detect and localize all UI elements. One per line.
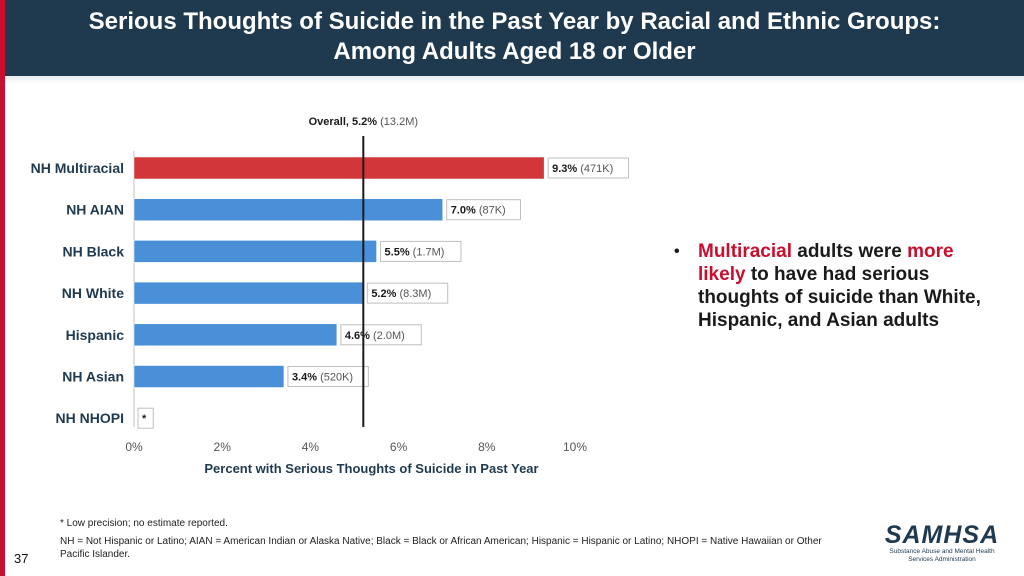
data-label-box: [137, 407, 154, 429]
x-tick-label: 2%: [214, 440, 232, 454]
footnote-precision: * Low precision; no estimate reported.: [60, 518, 228, 529]
samhsa-logo: SAMHSA Substance Abuse and Mental Health…: [880, 522, 1004, 564]
category-label: NH Black: [63, 243, 125, 259]
x-tick-label: 8%: [478, 440, 496, 454]
bar: [133, 323, 338, 347]
category-label: NH Asian: [62, 369, 124, 385]
data-label: 7.0% (87K): [451, 205, 506, 217]
key-finding-text-4: to have had serious thoughts of suicide …: [698, 264, 981, 331]
bar: [133, 198, 443, 221]
x-tick-label: 10%: [563, 440, 587, 454]
slide-title-line-2: Among Adults Aged 18 or Older: [333, 38, 696, 65]
data-label: 4.6% (2.0M): [345, 330, 405, 342]
x-tick-label: 6%: [390, 440, 408, 454]
key-finding-highlight-2: more likely: [698, 241, 954, 285]
data-label: *: [142, 413, 147, 425]
data-label: 5.5% (1.7M): [385, 246, 445, 258]
bar: [133, 365, 285, 388]
logo-subtitle-line-1: Substance Abuse and Mental Health: [889, 548, 995, 555]
data-label-box: [340, 324, 422, 346]
bullet-dot-icon: •: [674, 243, 680, 260]
page-number: 37: [14, 551, 29, 566]
data-label: 3.4% (520K): [292, 372, 353, 384]
data-label-box: [547, 157, 630, 179]
logo-wordmark: SAMHSA: [884, 521, 1000, 549]
header-divider: [5, 76, 1024, 84]
category-label: NH White: [62, 285, 124, 301]
data-label-box: [287, 366, 369, 387]
data-label-box: [366, 282, 449, 304]
left-accent-bar: [0, 0, 5, 576]
category-label: NH Multiracial: [31, 160, 124, 176]
bar: [133, 240, 377, 263]
data-label-box: [446, 199, 522, 221]
data-label: 9.3% (471K): [552, 163, 613, 175]
logo-subtitle-line-2: Services Administration: [908, 556, 976, 563]
bar: [133, 156, 545, 180]
key-finding-text-2: adults were: [791, 241, 908, 262]
footnote-abbreviations: NH = Not Hispanic or Latino; AIAN = Amer…: [60, 536, 822, 560]
overall-reference-label: Overall, 5.2% (13.2M): [309, 116, 418, 128]
slide-title-line-1: Serious Thoughts of Suicide in the Past …: [88, 8, 941, 35]
data-label-box: [380, 240, 462, 262]
category-label: NH NHOPI: [56, 410, 124, 426]
category-label: NH AIAN: [66, 202, 124, 218]
x-axis-title: Percent with Serious Thoughts of Suicide…: [204, 461, 538, 476]
bar-chart: NH Multiracial 9.3% (471K) NH AIAN 7.0% (87…: [31, 116, 630, 476]
x-tick-label: 0%: [125, 440, 143, 454]
key-finding-bullet: • Multiracial adults were more likely to…: [674, 240, 994, 332]
bar: [133, 281, 364, 305]
category-label: Hispanic: [66, 327, 125, 343]
key-finding-highlight-1: Multiracial: [698, 241, 792, 262]
key-finding-text: Multiracial adults were more likely to h…: [698, 240, 994, 332]
data-label: 5.2% (8.3M): [371, 288, 431, 300]
slide-header: Serious Thoughts of Suicide in the Past …: [5, 0, 1024, 76]
x-tick-label: 4%: [302, 440, 320, 454]
